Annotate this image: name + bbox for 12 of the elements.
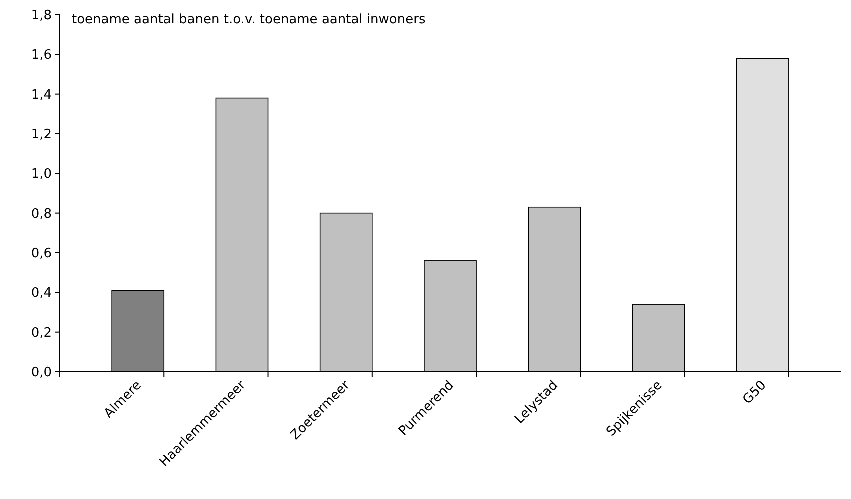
x-tick-label: G50 [740,378,770,408]
y-tick-label: 0,0 [31,366,52,381]
y-tick-label: 1,0 [31,167,52,182]
y-tick-label: 0,2 [31,326,52,341]
y-tick-label: 1,6 [31,48,52,64]
y-tick-label: 1,8 [31,8,52,24]
chart-title: toename aantal banen t.o.v. toename aantal inwoners [72,12,426,28]
y-tick-label: 0,4 [31,286,52,302]
y-tick-label: 0,6 [31,246,52,262]
y-tick-label: 1,2 [31,128,52,143]
y-tick-label: 0,8 [31,206,52,222]
y-tick-label: 1,4 [31,88,52,103]
